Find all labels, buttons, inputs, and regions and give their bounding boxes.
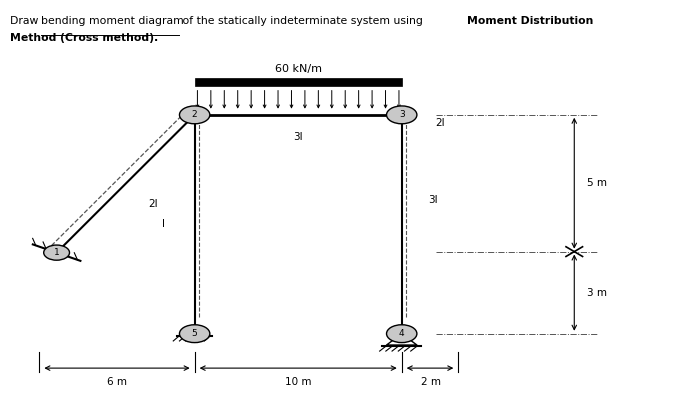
Text: 5 m: 5 m bbox=[587, 178, 606, 188]
Text: 5: 5 bbox=[192, 329, 198, 338]
Circle shape bbox=[387, 106, 417, 124]
Text: 3: 3 bbox=[399, 110, 405, 120]
Text: 4: 4 bbox=[399, 329, 405, 338]
Text: 2: 2 bbox=[192, 110, 198, 120]
Text: 3 m: 3 m bbox=[587, 288, 606, 298]
Text: 10 m: 10 m bbox=[285, 377, 311, 388]
Text: Method (Cross method).: Method (Cross method). bbox=[10, 33, 158, 43]
Text: of the statically indeterminate system using: of the statically indeterminate system u… bbox=[179, 16, 426, 26]
Circle shape bbox=[179, 106, 210, 124]
Text: 2I: 2I bbox=[148, 199, 158, 209]
Circle shape bbox=[179, 325, 210, 343]
Text: Moment Distribution: Moment Distribution bbox=[466, 16, 593, 26]
Bar bbox=[195, 78, 402, 86]
Text: 60 kN/m: 60 kN/m bbox=[274, 64, 322, 74]
Circle shape bbox=[44, 245, 69, 260]
Text: 1: 1 bbox=[54, 248, 60, 257]
Text: 2I: 2I bbox=[435, 118, 444, 128]
Text: 3I: 3I bbox=[428, 195, 437, 205]
Text: bending moment diagram: bending moment diagram bbox=[41, 16, 184, 26]
Text: 3I: 3I bbox=[293, 132, 303, 142]
Text: Draw: Draw bbox=[10, 16, 42, 26]
Text: 2 m: 2 m bbox=[421, 377, 441, 388]
Text: I: I bbox=[162, 219, 165, 229]
Circle shape bbox=[387, 325, 417, 343]
Text: 6 m: 6 m bbox=[107, 377, 127, 388]
